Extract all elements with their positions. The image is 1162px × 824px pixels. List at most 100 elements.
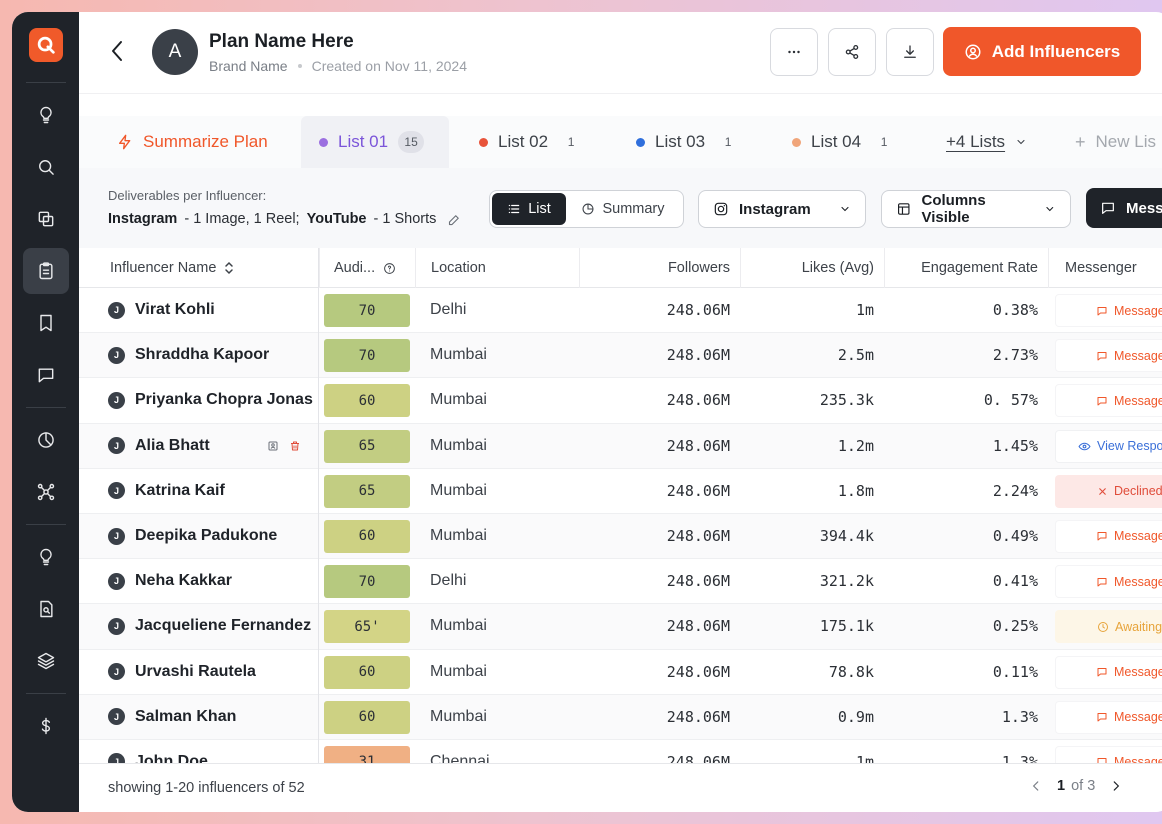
audience-score: 65': [324, 610, 410, 644]
tab-list-03[interactable]: List 03 1: [636, 116, 741, 168]
messenger-message-button[interactable]: Message: [1055, 294, 1162, 327]
table-row[interactable]: J Katrina Kaif 65 Mumbai 248.06M 1.8m 2.24% Dec…: [79, 469, 1162, 514]
tab-label: List 04: [811, 132, 862, 151]
total-pages: of 3: [1071, 778, 1096, 794]
page-indicator: 1 of 3: [1057, 778, 1095, 794]
table-row[interactable]: J Alia Bhatt 65 Mumbai 248.06M 1.2m 1.45% View …: [79, 423, 1162, 469]
tab-list-01[interactable]: List 01 15: [301, 116, 449, 168]
chevron-left-icon[interactable]: [1029, 779, 1043, 793]
sidebar-item-network[interactable]: [23, 469, 69, 515]
influencer-name-cell[interactable]: J Salman Khan: [108, 695, 236, 739]
trash-icon[interactable]: [289, 440, 301, 452]
sidebar-item-compare[interactable]: [23, 196, 69, 242]
table-row[interactable]: J Deepika Padukone 60 Mumbai 248.06M 394.4k 0.…: [79, 513, 1162, 560]
col-likes-avg[interactable]: Likes (Avg): [740, 248, 884, 288]
table-toolbar: Deliverables per Influencer: Instagram -…: [79, 168, 1162, 248]
close-icon: [1099, 487, 1106, 495]
more-lists-dropdown[interactable]: +4 Lists: [946, 116, 1027, 168]
table-row[interactable]: J Salman Khan 60 Mumbai 248.06M 0.9m 1.3% Messa…: [79, 694, 1162, 740]
messenger-declined-button[interactable]: Declined: [1055, 474, 1162, 508]
col-followers[interactable]: Followers: [579, 248, 740, 288]
chat-icon: [1097, 351, 1107, 361]
message-all-button[interactable]: Mess: [1086, 188, 1162, 228]
pie-chart-icon: [582, 203, 594, 215]
chat-icon: [1097, 758, 1107, 763]
col-messenger[interactable]: Messenger: [1048, 248, 1162, 288]
sidebar-divider: [25, 407, 66, 408]
table-row[interactable]: J Neha Kakkar 70 Delhi 248.06M 321.2k 0.41% Mes…: [79, 559, 1162, 605]
sidebar-item-insights[interactable]: [23, 534, 69, 580]
list-view-button[interactable]: List: [492, 193, 566, 225]
app-logo[interactable]: [28, 28, 63, 62]
influencer-name-cell[interactable]: J Neha Kakkar: [108, 559, 232, 603]
sidebar-item-ideas[interactable]: [23, 92, 69, 138]
new-list-button[interactable]: + New Lis: [1075, 116, 1156, 168]
sidebar-item-billing[interactable]: [23, 703, 69, 749]
summary-view-button[interactable]: Summary: [566, 193, 680, 225]
messenger-message-button[interactable]: Message: [1055, 655, 1162, 689]
engagement-cell: 0. 57%: [983, 391, 1038, 410]
col-audience[interactable]: Audi...: [319, 248, 415, 288]
sidebar-item-messages[interactable]: [23, 352, 69, 398]
influencer-name-cell[interactable]: J Jacqueliene Fernandez: [108, 604, 311, 648]
chevron-right-icon[interactable]: [1109, 779, 1123, 793]
messenger-awaiting-button[interactable]: Awaiting: [1055, 610, 1162, 644]
platform-badge-icon: J: [108, 527, 125, 545]
messenger-message-button[interactable]: Message: [1055, 745, 1162, 763]
view-toggle: List Summary: [489, 190, 684, 228]
deliverable-desc: - 1 Image, 1 Reel;: [180, 211, 304, 227]
col-header-label: Audi...: [334, 260, 376, 276]
messenger-message-button[interactable]: Message: [1055, 519, 1162, 553]
table-row[interactable]: J John Doe 31 Chennai 248.06M 1m 1.3% Message: [79, 740, 1162, 763]
more-lists-label: +4 Lists: [946, 132, 1006, 151]
col-influencer-name[interactable]: Influencer Name: [79, 248, 319, 288]
profile-card-icon[interactable]: [267, 440, 279, 452]
table-row[interactable]: J Jacqueliene Fernandez 65' Mumbai 248.06M 17…: [79, 604, 1162, 650]
col-engagement-rate[interactable]: Engagement Rate: [884, 248, 1048, 288]
download-button[interactable]: [886, 28, 934, 76]
influencer-name-cell[interactable]: J Katrina Kaif: [108, 469, 225, 513]
sidebar-item-reports[interactable]: [23, 586, 69, 632]
messenger-message-button[interactable]: Message: [1055, 384, 1162, 418]
sidebar-item-saved[interactable]: [23, 300, 69, 346]
messenger-message-button[interactable]: Message: [1055, 565, 1162, 599]
deliverable-platform: YouTube: [306, 211, 367, 227]
edit-icon[interactable]: [447, 212, 462, 227]
platform-select[interactable]: Instagram: [698, 190, 866, 228]
sidebar-item-search[interactable]: [23, 144, 69, 190]
table-row[interactable]: J Virat Kohli 70 Delhi 248.06M 1m 0.38% Message: [79, 288, 1162, 334]
tab-list-02[interactable]: List 02 1: [479, 116, 584, 168]
summarize-plan-button[interactable]: Summarize Plan: [117, 116, 268, 168]
chevron-down-icon: [841, 206, 849, 212]
messenger-message-button[interactable]: Message: [1055, 339, 1162, 373]
more-options-button[interactable]: [770, 28, 818, 76]
clipboard-icon: [38, 262, 53, 280]
add-influencers-button[interactable]: Add Influencers: [943, 27, 1141, 76]
influencer-name-cell[interactable]: J Deepika Padukone: [108, 514, 277, 558]
list-color-dot: [792, 137, 801, 147]
table-row[interactable]: J Shraddha Kapoor 70 Mumbai 248.06M 2.5m 2.73%…: [79, 333, 1162, 379]
influencer-name-cell[interactable]: J Urvashi Rautela: [108, 650, 256, 694]
tab-list-04[interactable]: List 04 1: [792, 116, 897, 168]
sidebar-item-layers[interactable]: [23, 638, 69, 684]
platform-badge-icon: J: [108, 301, 125, 319]
current-page: 1: [1057, 778, 1066, 794]
influencer-name-cell[interactable]: J Shraddha Kapoor: [108, 333, 269, 377]
influencer-name-cell[interactable]: J Alia Bhatt: [108, 424, 210, 468]
table-row[interactable]: J Urvashi Rautela 60 Mumbai 248.06M 78.8k 0.11…: [79, 650, 1162, 695]
influencer-name-cell[interactable]: J Virat Kohli: [108, 288, 215, 332]
back-button[interactable]: [107, 40, 127, 62]
plan-header: A Plan Name Here Brand Name Created on N…: [79, 12, 1162, 94]
sidebar-item-analytics[interactable]: [23, 417, 69, 463]
sidebar-item-plans[interactable]: [22, 248, 69, 294]
col-location[interactable]: Location: [415, 248, 579, 288]
messenger-view-button[interactable]: View Respo: [1055, 429, 1162, 463]
influencer-name-cell[interactable]: J John Doe: [108, 740, 208, 763]
messenger-message-button[interactable]: Message: [1055, 700, 1162, 734]
influencer-name-cell[interactable]: J Priyanka Chopra Jonas: [108, 378, 313, 422]
columns-visible-select[interactable]: Columns Visible: [881, 190, 1071, 228]
table-row[interactable]: J Priyanka Chopra Jonas 60 Mumbai 248.06M 235…: [79, 378, 1162, 424]
share-button[interactable]: [828, 28, 876, 76]
col-header-label: Followers: [667, 260, 730, 276]
location-cell: Mumbai: [430, 391, 487, 409]
